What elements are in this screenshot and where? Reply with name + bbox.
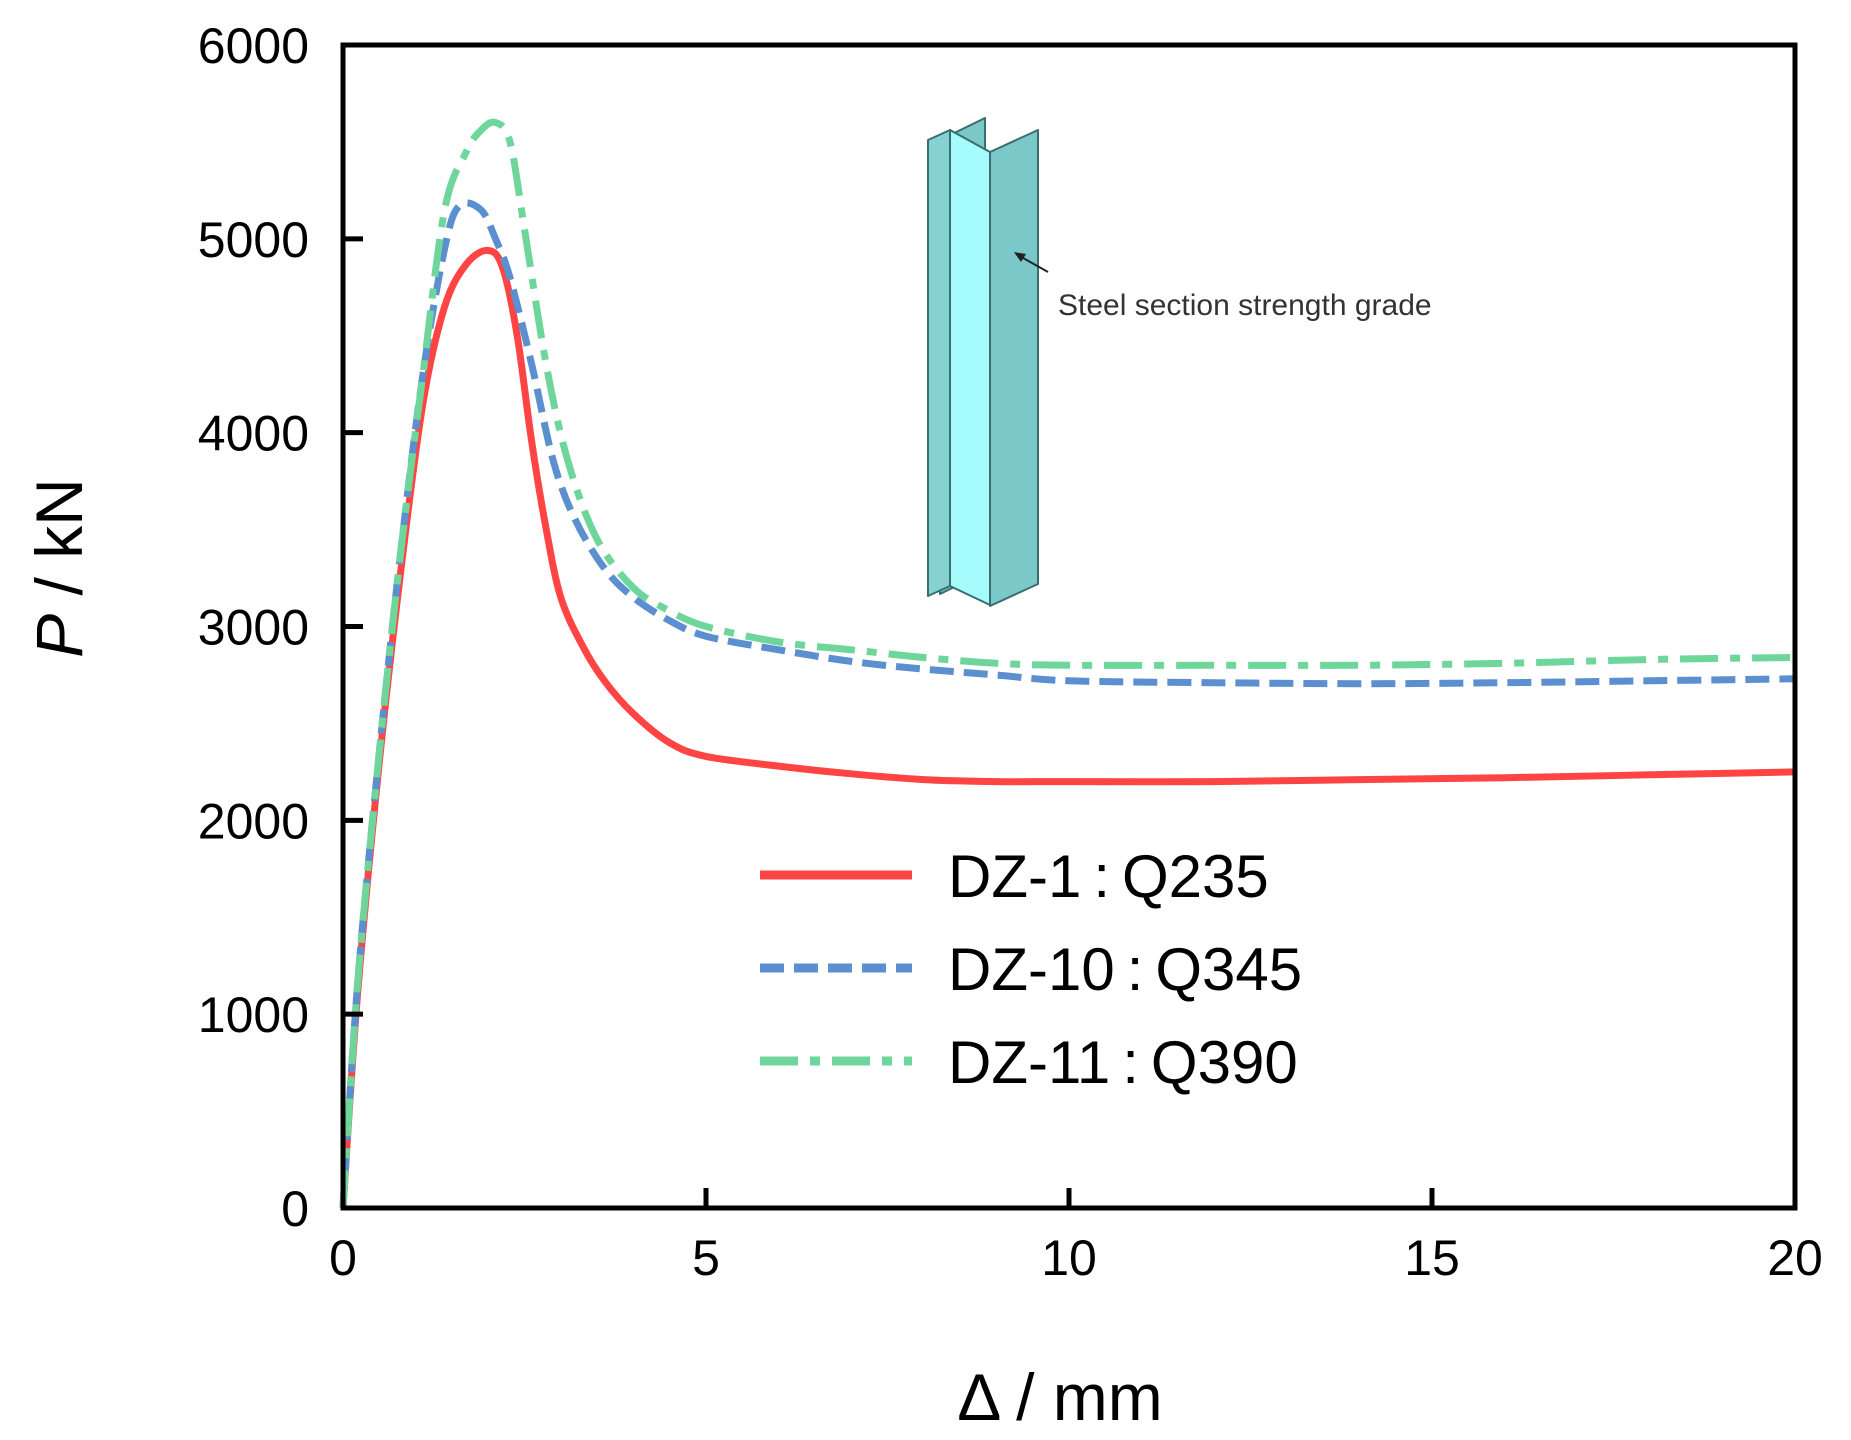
legend-entry-2: DZ-10: Q345 bbox=[760, 936, 1302, 1003]
series-line-3 bbox=[339, 118, 1796, 1209]
y-tick-label: 4000 bbox=[198, 406, 309, 462]
y-tick-label: 3000 bbox=[198, 600, 309, 656]
steel-column-illustration bbox=[927, 117, 1049, 607]
x-tick-label: 0 bbox=[329, 1230, 357, 1286]
legend-sep-dz10: : bbox=[1127, 936, 1144, 1003]
y-tick-label: 0 bbox=[281, 1181, 309, 1237]
legend-entry-1: DZ-1: Q235 bbox=[760, 843, 1269, 910]
annotation-arrowhead bbox=[1014, 252, 1026, 262]
y-tick-label: 6000 bbox=[198, 18, 309, 74]
series-line-2 bbox=[339, 199, 1796, 1209]
legend-id-dz1: DZ-1 bbox=[948, 843, 1081, 910]
legend-grade-dz11: Q390 bbox=[1151, 1029, 1298, 1096]
x-tick-label: 15 bbox=[1404, 1230, 1460, 1286]
legend-grade-dz1: Q235 bbox=[1122, 843, 1269, 910]
x-axis-symbol: Δ bbox=[957, 1360, 1000, 1434]
y-axis-symbol: P bbox=[22, 614, 96, 658]
y-tick-label: 2000 bbox=[198, 793, 309, 849]
series-layer bbox=[339, 118, 1796, 1209]
y-axis-title: P / kN bbox=[22, 478, 96, 658]
column-front-flange-right bbox=[989, 129, 1039, 607]
legend-id-dz10: DZ-10 bbox=[948, 936, 1115, 1003]
ticks-layer: 0 5 10 15 20 0 1000 2000 3000 4000 5000 6000 bbox=[198, 18, 1823, 1286]
legend-grade-dz10: Q345 bbox=[1155, 936, 1302, 1003]
legend-label-dz10: DZ-10: Q345 bbox=[948, 936, 1302, 1003]
legend-label-dz1: DZ-1: Q235 bbox=[948, 843, 1269, 910]
legend-sep-dz11: : bbox=[1122, 1029, 1139, 1096]
legend-entry-3: DZ-11: Q390 bbox=[760, 1029, 1298, 1096]
legend-label-dz11: DZ-11: Q390 bbox=[948, 1029, 1298, 1096]
x-tick-label: 10 bbox=[1041, 1230, 1097, 1286]
legend-sep-dz1: : bbox=[1093, 843, 1110, 910]
y-axis-unit: / kN bbox=[22, 478, 96, 614]
y-tick-label: 1000 bbox=[198, 987, 309, 1043]
y-tick-label: 5000 bbox=[198, 212, 309, 268]
x-tick-label: 20 bbox=[1767, 1230, 1823, 1286]
column-front-flange-left bbox=[927, 129, 951, 597]
x-axis-title: Δ / mm bbox=[957, 1360, 1162, 1434]
column-web bbox=[949, 129, 991, 606]
x-tick-label: 5 bbox=[692, 1230, 720, 1286]
legend-id-dz11: DZ-11 bbox=[948, 1029, 1110, 1096]
legend: DZ-1: Q235 DZ-10: Q345 DZ-11: Q390 bbox=[760, 843, 1302, 1096]
inset-annotation: Steel section strength grade bbox=[1058, 289, 1432, 322]
x-axis-unit: / mm bbox=[998, 1360, 1163, 1434]
